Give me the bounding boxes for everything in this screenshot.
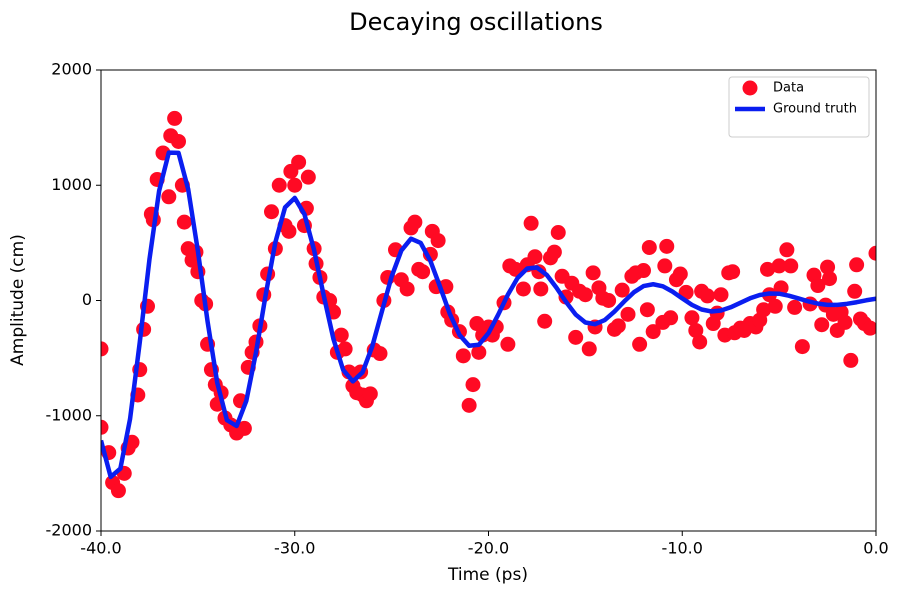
x-tick-label: -30.0 xyxy=(274,539,315,558)
data-point xyxy=(537,313,553,329)
data-point xyxy=(264,204,279,220)
data-point xyxy=(822,271,837,287)
x-tick-label: -20.0 xyxy=(468,539,509,558)
y-tick-label: -1000 xyxy=(46,405,93,424)
data-point xyxy=(407,214,423,230)
legend-swatch xyxy=(742,80,758,96)
data-point xyxy=(636,263,651,279)
data-point xyxy=(372,346,388,362)
data-point xyxy=(837,314,853,330)
data-point xyxy=(659,238,675,254)
data-point xyxy=(430,233,446,249)
data-point xyxy=(291,154,307,170)
data-point xyxy=(767,298,783,314)
plot-area xyxy=(101,110,876,499)
data-point xyxy=(287,177,303,193)
data-point xyxy=(471,344,487,360)
data-point xyxy=(794,339,810,355)
y-tick-label: 1000 xyxy=(51,175,92,194)
data-point xyxy=(663,310,679,326)
line xyxy=(101,150,876,480)
data-point xyxy=(415,264,431,280)
data-point xyxy=(779,242,795,258)
y-tick-label: 2000 xyxy=(51,60,92,79)
data-point xyxy=(787,299,803,315)
data-point xyxy=(568,329,584,345)
x-tick-label: -40.0 xyxy=(80,539,121,558)
legend-label: Ground truth xyxy=(773,102,857,117)
data-point xyxy=(577,287,593,303)
data-point xyxy=(176,214,192,230)
plot-frame xyxy=(100,69,877,532)
data-point xyxy=(684,310,700,326)
data-point xyxy=(760,261,775,277)
data-point xyxy=(500,336,516,352)
data-point xyxy=(641,239,657,255)
data-point xyxy=(585,265,601,281)
legend-box xyxy=(728,76,870,138)
data-point xyxy=(620,306,636,322)
data-point xyxy=(533,281,549,297)
data-point xyxy=(455,348,471,364)
data-point xyxy=(581,341,597,357)
data-point xyxy=(868,245,876,261)
data-point xyxy=(101,419,109,435)
data-point xyxy=(847,283,863,299)
data-point xyxy=(725,264,741,280)
data-point xyxy=(465,377,481,393)
data-point xyxy=(810,278,826,294)
data-point xyxy=(236,420,252,436)
data-point xyxy=(601,293,617,308)
data-point xyxy=(271,177,287,193)
data-point xyxy=(614,282,630,298)
legend-label: Data xyxy=(773,81,804,96)
data-point xyxy=(692,334,708,350)
data-point xyxy=(527,249,543,265)
data-point xyxy=(515,281,531,297)
data-point xyxy=(783,258,799,274)
data-point xyxy=(632,336,648,352)
data-point xyxy=(713,287,729,303)
data-point xyxy=(756,302,772,318)
data-point xyxy=(546,244,562,260)
x-axis-label: Time (ps) xyxy=(447,565,528,585)
data-point xyxy=(814,317,830,333)
data-point xyxy=(281,223,297,239)
y-tick-label: 0 xyxy=(82,290,92,309)
data-point xyxy=(333,327,349,343)
data-point xyxy=(161,189,177,205)
data-point xyxy=(550,225,566,241)
x-tick-label: -10.0 xyxy=(662,539,703,558)
data-point xyxy=(699,288,715,304)
data-point xyxy=(523,215,539,231)
data-point xyxy=(469,316,485,332)
data-point xyxy=(610,318,626,334)
data-point xyxy=(645,324,661,340)
data-point xyxy=(300,169,316,185)
data-point xyxy=(657,258,673,274)
data-point xyxy=(639,302,655,318)
data-point xyxy=(461,397,477,413)
data-point xyxy=(167,110,183,126)
data-point xyxy=(362,386,378,402)
y-tick-label: -2000 xyxy=(46,521,93,540)
data-point xyxy=(101,341,109,357)
data-point xyxy=(688,322,704,338)
data-point xyxy=(672,266,688,282)
data-point xyxy=(337,341,353,357)
y-axis-label: Amplitude (cm) xyxy=(8,234,28,366)
data-point xyxy=(171,133,186,149)
x-tick-label: 0.0 xyxy=(863,539,888,558)
data-point xyxy=(849,257,865,273)
data-point xyxy=(110,483,126,499)
data-point xyxy=(399,281,415,297)
data-point xyxy=(820,259,836,275)
data-point xyxy=(843,352,859,368)
chart-title: Decaying oscillations xyxy=(349,8,603,36)
data-point xyxy=(771,258,787,274)
data-point xyxy=(862,320,876,336)
